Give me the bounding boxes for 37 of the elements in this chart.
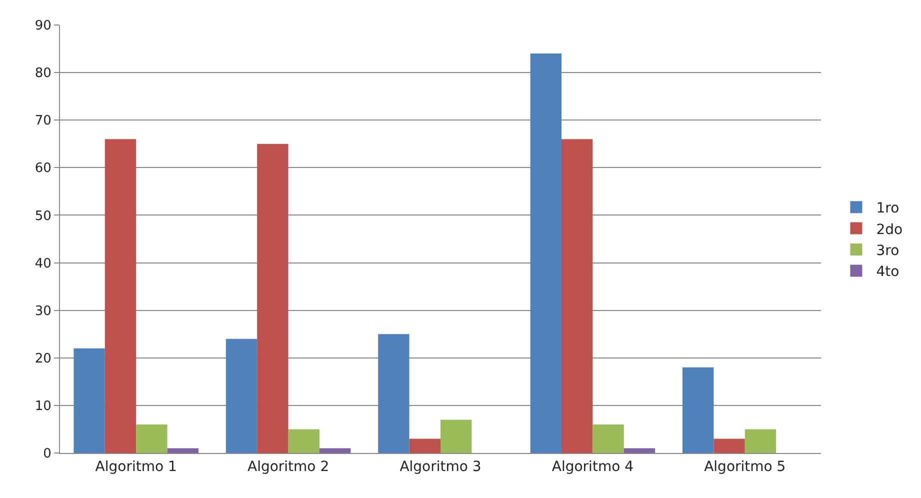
legend-label: 4to bbox=[876, 264, 900, 280]
bar bbox=[562, 139, 593, 453]
bar bbox=[682, 367, 714, 453]
bar bbox=[378, 334, 410, 453]
x-tick-label: Algoritmo 5 bbox=[704, 458, 786, 475]
bar bbox=[136, 424, 168, 453]
y-tick-label: 30 bbox=[34, 304, 52, 319]
bar bbox=[288, 429, 320, 453]
bar bbox=[530, 54, 562, 453]
y-tick-label: 0 bbox=[43, 446, 52, 462]
y-tick-label: 50 bbox=[34, 208, 52, 224]
bar bbox=[714, 438, 745, 453]
bar bbox=[440, 420, 472, 453]
legend-label: 3ro bbox=[876, 242, 900, 259]
bar bbox=[167, 448, 198, 453]
bar bbox=[624, 448, 656, 453]
x-tick-label: Algoritmo 1 bbox=[95, 458, 177, 475]
y-tick-label: 10 bbox=[34, 398, 52, 414]
bar bbox=[226, 338, 258, 453]
y-tick-label: 70 bbox=[34, 114, 52, 129]
bar bbox=[592, 424, 624, 453]
y-tick-label: 40 bbox=[34, 256, 52, 272]
bar bbox=[257, 144, 288, 453]
x-tick-label: Algoritmo 3 bbox=[400, 458, 482, 475]
bar bbox=[104, 139, 136, 453]
y-tick-label: 90 bbox=[34, 18, 52, 34]
legend-label: 1ro bbox=[876, 200, 900, 217]
x-tick-label: Algoritmo 2 bbox=[247, 458, 330, 475]
y-tick-label: 20 bbox=[34, 351, 52, 366]
y-tick-label: 80 bbox=[34, 66, 52, 82]
bar bbox=[744, 429, 776, 453]
y-tick-label: 60 bbox=[34, 161, 52, 176]
x-tick-label: Algoritmo 4 bbox=[552, 458, 634, 475]
bar bbox=[409, 438, 440, 453]
bar bbox=[320, 448, 351, 453]
bar bbox=[74, 348, 105, 453]
legend-label: 2do bbox=[876, 222, 903, 238]
